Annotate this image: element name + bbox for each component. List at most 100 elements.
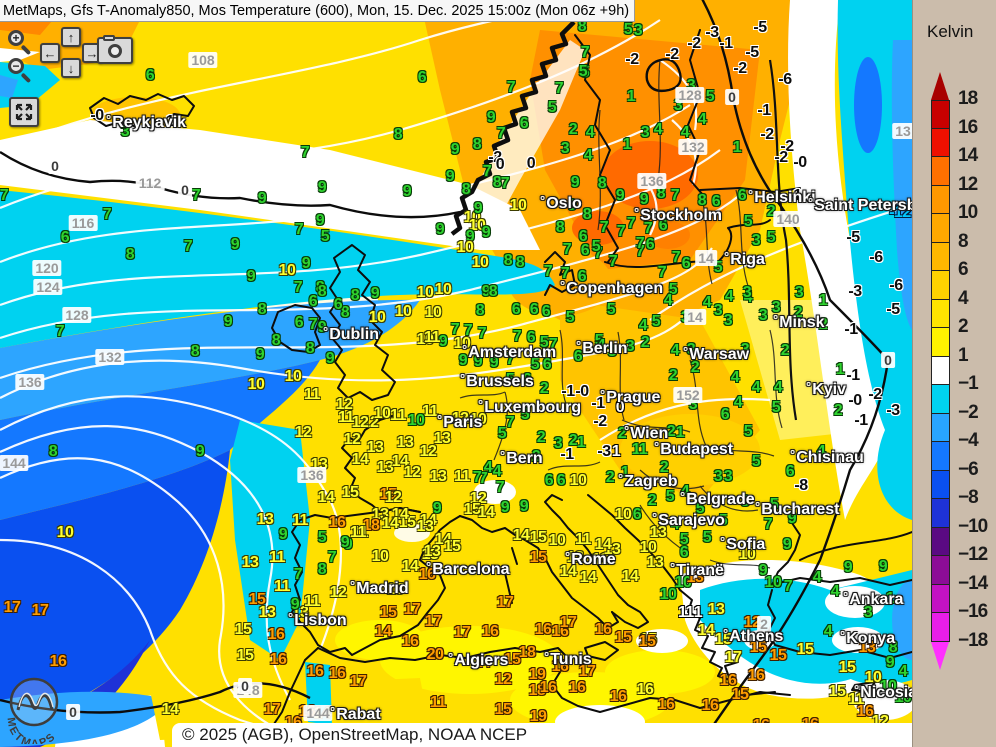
station-value: 9 (639, 191, 649, 208)
station-value: 7 (763, 516, 773, 533)
station-value: 4 (823, 623, 833, 640)
pan-left-button[interactable]: ← (40, 43, 60, 63)
legend-color-segment (931, 356, 950, 385)
station-value: 10 (434, 281, 452, 298)
station-value: 8 (190, 343, 200, 360)
station-value: 9 (878, 558, 888, 575)
station-value: 13 (603, 541, 621, 558)
station-value: 6 (720, 406, 730, 423)
legend-color-segment (931, 299, 950, 328)
station-value: 14 (477, 504, 495, 521)
station-value: 13 (433, 430, 451, 447)
station-value: 7 (670, 187, 680, 204)
station-value: 2 (539, 380, 549, 397)
station-value: -0 (90, 107, 104, 124)
station-value: 5 (606, 301, 616, 318)
city-label: °Barcelona (426, 559, 510, 578)
station-value: 4 (670, 516, 680, 533)
station-value: 7 (505, 414, 515, 431)
legend-tick-label: −2 (958, 401, 979, 423)
station-value: 8 (271, 332, 281, 349)
legend-tick-label: 6 (958, 258, 969, 280)
city-marker-icon: ° (426, 559, 432, 574)
zoom-in-icon: + (8, 30, 24, 46)
legend-arrow-up (931, 72, 949, 100)
station-value: 17 (424, 613, 442, 630)
city-label: °Belgrade (680, 489, 755, 508)
city-marker-icon: ° (600, 387, 606, 402)
station-value: 8 (515, 254, 525, 271)
station-value: 9 (435, 221, 445, 238)
station-value: 10 (548, 532, 566, 549)
city-marker-icon: ° (808, 195, 814, 210)
station-value: 10 (247, 376, 265, 393)
station-value: 15 (828, 683, 846, 700)
station-value: 10 (284, 368, 302, 385)
station-value: 2 (780, 342, 790, 359)
station-value: 9 (230, 236, 240, 253)
station-value: 14 (473, 654, 491, 671)
title-bar: MetMaps, Gfs T-Anomaly850, Mos Temperatu… (0, 0, 636, 22)
station-value: 15 (714, 631, 732, 648)
station-value: 7 (562, 241, 572, 258)
station-value: 2 (833, 402, 843, 419)
station-value: 6 (580, 242, 590, 259)
station-value: 7 (505, 351, 515, 368)
station-value: 6 (542, 356, 552, 373)
legend-tick-label: 8 (958, 230, 969, 252)
zoom-out-button[interactable]: − (8, 58, 34, 84)
station-value: 11 (454, 468, 470, 485)
station-value: 17 (453, 624, 471, 641)
station-value: 8 (555, 219, 565, 236)
station-value: 6 (645, 236, 655, 253)
city-label: °Athens (723, 626, 784, 645)
station-value: 12 (361, 414, 379, 431)
station-value: 1 (835, 361, 845, 378)
station-value: 1 (576, 434, 586, 451)
station-value: 9 (317, 319, 327, 336)
city-label: °Konya (840, 628, 896, 647)
station-value: 13 (707, 601, 725, 618)
station-value: 6 (679, 544, 689, 561)
pan-up-button[interactable]: ↑ (61, 27, 81, 47)
station-value: 2 (793, 304, 803, 321)
city-marker-icon: ° (478, 397, 484, 412)
isoline-label: 112 (135, 175, 165, 191)
city-marker-icon: ° (106, 112, 112, 127)
station-value: 13 (396, 434, 414, 451)
station-value: 14 (161, 701, 179, 718)
zoom-in-button[interactable]: + (8, 30, 34, 56)
station-value: 9 (370, 285, 380, 302)
station-value: 14 (512, 527, 530, 544)
station-value: 15 (234, 621, 252, 638)
station-value: 9 (473, 200, 483, 217)
station-value: 15 (529, 529, 547, 546)
map-canvas[interactable]: -0 1 3 6 7 7 9 7 9 7 6 8 7 9 9 10 9 7 9 5 8 6 8 9 8 7 8 9 10 10 11 12 8 9… (0, 0, 912, 747)
station-value: 13 (366, 439, 384, 456)
pan-down-button[interactable]: ↓ (61, 58, 81, 78)
station-value: 5 (766, 229, 776, 246)
city-marker-icon: ° (670, 560, 676, 575)
station-value: 4 (663, 292, 673, 309)
arrow-right-icon: → (85, 45, 99, 61)
fullscreen-button[interactable] (9, 97, 39, 127)
station-value: 10 (371, 548, 389, 565)
station-value: 14 (559, 563, 577, 580)
station-value: 17 (263, 701, 281, 718)
station-value: 15 (638, 633, 656, 650)
station-value: 8 (317, 561, 327, 578)
station-value: 10 (56, 524, 74, 541)
station-value: 1 (620, 464, 630, 481)
station-value: 2 (568, 432, 578, 449)
station-value: 8 (656, 185, 666, 202)
weather-field (0, 0, 912, 747)
isoline-label: 140 (773, 211, 803, 227)
station-value: 3 (771, 299, 781, 316)
city-marker-icon: ° (652, 510, 658, 525)
city-label: °Ankara (843, 589, 904, 608)
station-value: 5 (702, 529, 712, 546)
station-value: 14 (697, 622, 715, 639)
station-value: 9 (315, 212, 325, 229)
screenshot-button[interactable] (97, 35, 133, 64)
station-value: 2 (668, 367, 678, 384)
